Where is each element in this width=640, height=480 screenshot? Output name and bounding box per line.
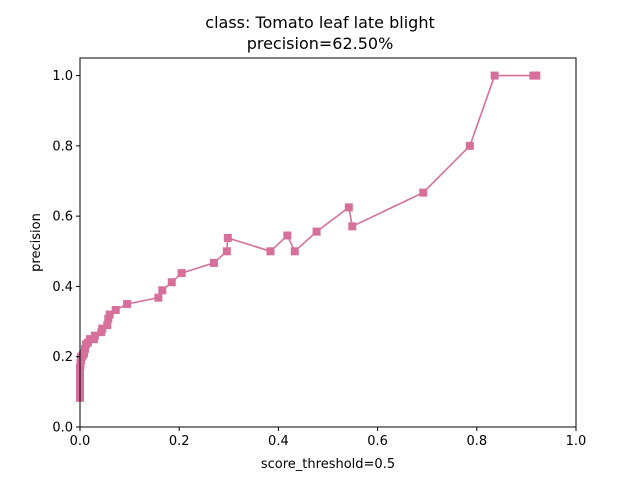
data-point	[98, 324, 107, 333]
data-point	[222, 247, 231, 256]
x-tick-label: 0.0	[70, 434, 91, 449]
data-point	[111, 305, 120, 314]
data-point	[283, 231, 292, 240]
y-axis-label: precision	[29, 213, 44, 272]
axis-ticks: 0.0 0.2 0.4 0.6 0.8 1.0 0.0 0.2 0.4 0.6 0.8 1.0	[52, 69, 586, 449]
data-point	[223, 233, 232, 242]
chart-title: class: Tomato leaf late blight	[205, 13, 434, 32]
data-point	[312, 227, 321, 236]
y-tick-label: 0.8	[52, 139, 73, 154]
data-point	[419, 188, 428, 197]
y-tick-label: 1.0	[52, 69, 73, 84]
data-point	[103, 321, 112, 330]
data-point	[79, 349, 88, 358]
data-point	[344, 203, 353, 212]
data-point	[123, 300, 132, 308]
data-point	[209, 258, 218, 267]
data-point	[105, 310, 114, 319]
y-tick-label: 0.4	[52, 280, 73, 295]
x-tick-label: 0.2	[169, 434, 190, 449]
data-point	[90, 331, 99, 340]
data-point	[167, 278, 176, 287]
data-point	[80, 344, 89, 353]
y-tick-label: 0.6	[52, 210, 73, 225]
series-line	[79, 74, 537, 398]
data-point	[465, 141, 474, 150]
data-point	[348, 222, 357, 231]
x-axis-label: score_threshold=0.5	[261, 457, 395, 472]
x-tick-label: 0.6	[367, 434, 388, 449]
data-point	[104, 314, 113, 323]
data-point	[266, 247, 275, 256]
y-tick-label: 0.2	[52, 350, 73, 365]
y-tick-label: 0.0	[52, 421, 73, 436]
data-point	[290, 247, 299, 256]
data-point	[158, 286, 167, 295]
axes-frame	[79, 57, 577, 428]
chart-subtitle: precision=62.50%	[247, 34, 394, 53]
data-point	[532, 71, 541, 80]
x-tick-label: 1.0	[566, 434, 587, 449]
plot-area	[76, 71, 541, 402]
data-point	[490, 71, 499, 80]
data-point	[177, 269, 186, 278]
data-point	[154, 293, 163, 302]
x-tick-label: 0.4	[268, 434, 289, 449]
x-tick-label: 0.8	[466, 434, 487, 449]
